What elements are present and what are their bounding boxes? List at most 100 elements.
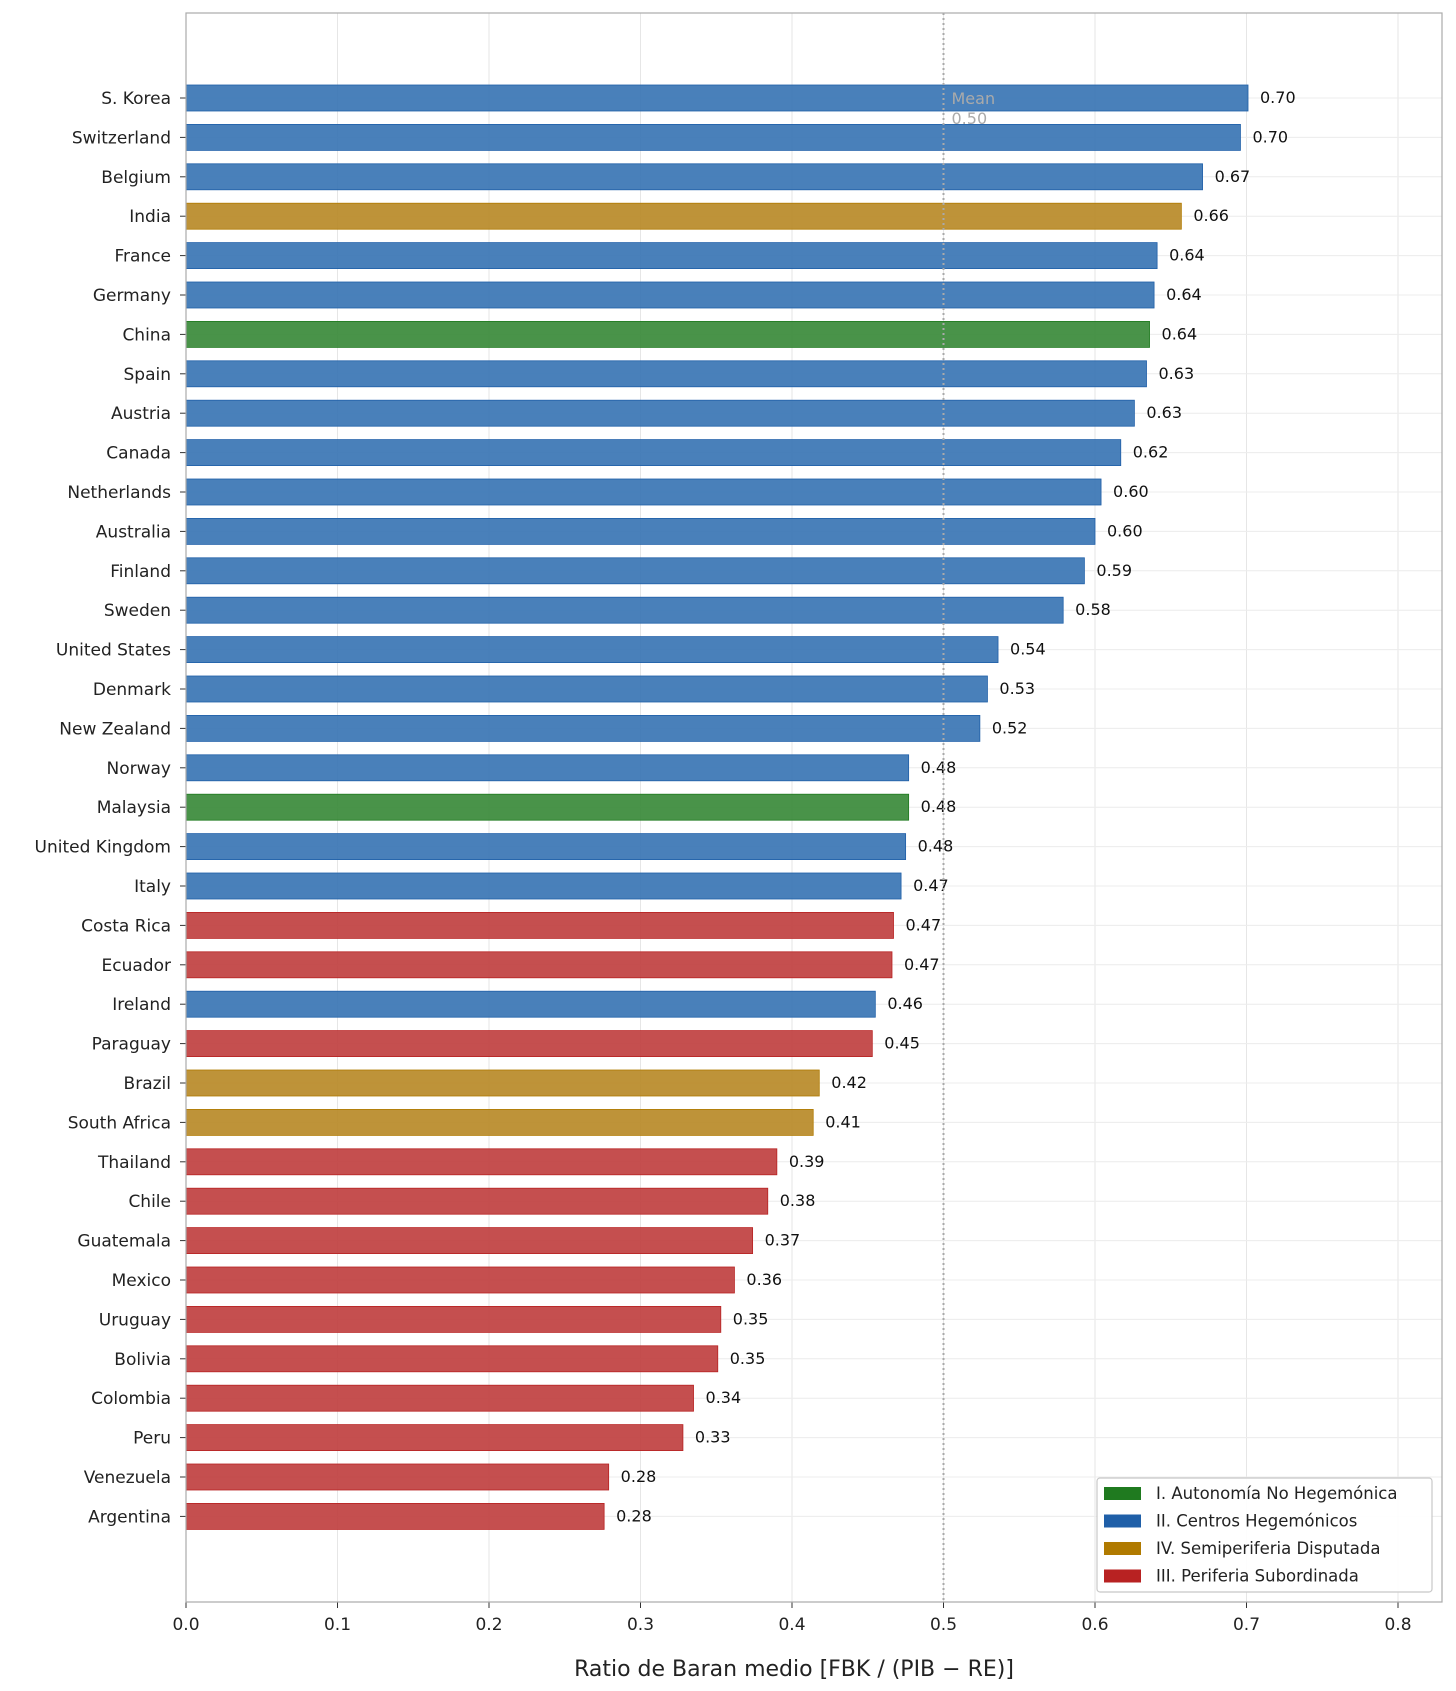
y-tick-label: Austria [111, 404, 171, 424]
bar-france [185, 242, 1158, 270]
y-tick-label: France [114, 247, 171, 267]
y-tick-label: New Zealand [59, 719, 171, 739]
y-tick-label: United States [56, 641, 171, 661]
bar-paraguay [185, 1030, 873, 1057]
data-label: 0.46 [887, 994, 923, 1013]
y-tick-label: Germany [93, 286, 171, 306]
mean-line-group: Mean 0.50 [942, 13, 995, 1602]
data-label: 0.38 [780, 1191, 816, 1210]
legend-swatch [1104, 1569, 1141, 1583]
bar-malaysia [185, 793, 910, 821]
y-tick-label: Guatemala [77, 1232, 171, 1252]
data-label: 0.64 [1166, 285, 1202, 304]
bar-china [185, 320, 1150, 348]
y-tick-label: Peru [133, 1429, 171, 1449]
legend-label: III. Periferia Subordinada [1156, 1567, 1359, 1586]
bar-italy [185, 872, 902, 900]
bar-uruguay [185, 1306, 722, 1333]
bar-netherlands [185, 478, 1102, 506]
x-tick-label: 0.1 [324, 1615, 351, 1635]
bar-finland [185, 557, 1085, 585]
bar-peru [185, 1424, 684, 1451]
bar-united-states [185, 636, 999, 663]
data-label: 0.47 [913, 876, 949, 895]
data-label: 0.47 [904, 955, 940, 974]
data-label: 0.59 [1096, 561, 1132, 580]
x-tick-label: 0.8 [1384, 1615, 1411, 1635]
bar-s-korea [185, 84, 1249, 112]
data-label: 0.48 [921, 797, 957, 816]
bar-argentina [185, 1503, 605, 1530]
data-label: 0.48 [918, 837, 954, 856]
data-label: 0.35 [733, 1309, 769, 1328]
bar-mexico [185, 1266, 735, 1294]
bar-south-africa [185, 1109, 814, 1136]
y-tick-label: Ireland [112, 995, 171, 1015]
data-label: 0.41 [825, 1112, 861, 1131]
bar-india [185, 202, 1182, 230]
legend-label: IV. Semiperiferia Disputada [1156, 1539, 1380, 1558]
data-label: 0.53 [999, 679, 1035, 698]
bar-ireland [185, 990, 876, 1018]
bar-costa-rica [185, 912, 894, 939]
y-tick-label: Australia [96, 522, 171, 542]
legend-box [1096, 1477, 1433, 1593]
bar-belgium [185, 163, 1203, 191]
y-tick-label: Costa Rica [81, 916, 171, 936]
data-label: 0.70 [1260, 88, 1296, 107]
y-tick-label: China [122, 325, 171, 345]
data-label: 0.34 [706, 1388, 742, 1407]
x-tick-label: 0.6 [1081, 1615, 1108, 1635]
y-tick-label: Italy [134, 877, 171, 897]
bar-colombia [185, 1384, 694, 1412]
bars: 0.70 0.70 0.67 0.66 0.64 0.64 0.64 0.63 0.63 0.62… [185, 84, 1296, 1530]
data-label: 0.62 [1133, 443, 1169, 462]
x-tick-label: 0.4 [778, 1615, 805, 1635]
y-tick-label: S. Korea [101, 89, 171, 109]
data-label: 0.35 [730, 1349, 766, 1368]
data-label: 0.28 [616, 1506, 652, 1525]
y-tick-label: Netherlands [67, 483, 171, 503]
y-tick-label: Sweden [104, 601, 171, 621]
x-tick-label: 0.7 [1233, 1615, 1260, 1635]
data-label: 0.52 [992, 718, 1028, 737]
data-label: 0.39 [789, 1152, 825, 1171]
data-label: 0.63 [1146, 403, 1182, 422]
axes: 0.0 0.1 0.2 0.3 0.4 0.5 0.6 0.7 0.8 S. Korea Switz… [35, 12, 1443, 1635]
data-label: 0.45 [884, 1034, 920, 1053]
data-label: 0.54 [1010, 640, 1046, 659]
x-tick-label: 0.5 [930, 1615, 957, 1635]
y-tick-label: Switzerland [72, 128, 171, 148]
plot-frame [185, 12, 1443, 1603]
data-label: 0.42 [831, 1073, 867, 1092]
y-tick-label: Malaysia [97, 798, 171, 818]
data-label: 0.63 [1159, 364, 1195, 383]
bar-new-zealand [185, 715, 981, 742]
data-label: 0.58 [1075, 600, 1111, 619]
bar-spain [185, 360, 1147, 388]
y-tick-label: Belgium [101, 168, 171, 188]
y-tick-label: India [129, 207, 171, 227]
y-tick-label: Norway [107, 759, 172, 779]
bar-united-kingdom [185, 833, 907, 860]
bar-chile [185, 1187, 769, 1215]
legend-label: I. Autonomía No Hegemónica [1156, 1484, 1398, 1503]
y-tick-label: Colombia [91, 1389, 171, 1409]
legend-swatch [1104, 1514, 1141, 1528]
legend: I. Autonomía No Hegemónica II. Centros He… [1096, 1477, 1433, 1593]
bar-austria [185, 399, 1135, 427]
bar-norway [185, 754, 910, 782]
data-label: 0.67 [1215, 167, 1251, 186]
data-label: 0.48 [921, 758, 957, 777]
data-label: 0.64 [1169, 246, 1205, 265]
bar-germany [185, 281, 1155, 309]
data-label: 0.66 [1193, 206, 1229, 225]
bar-thailand [185, 1148, 778, 1176]
y-tick-label: Bolivia [114, 1350, 171, 1370]
bar-sweden [185, 596, 1064, 624]
y-tick-label: Venezuela [84, 1468, 171, 1488]
legend-swatch [1104, 1487, 1141, 1500]
bar-canada [185, 439, 1122, 467]
bar-ecuador [185, 951, 893, 979]
bar-bolivia [185, 1345, 719, 1373]
